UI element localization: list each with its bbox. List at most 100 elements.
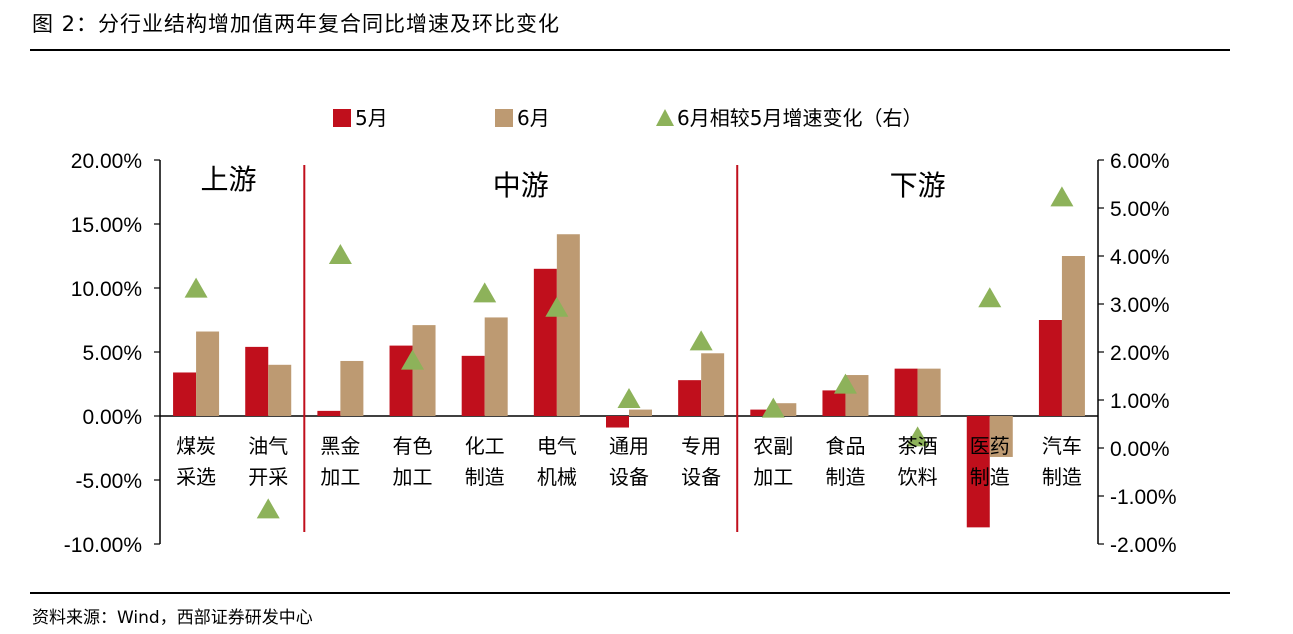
section-label: 下游: [890, 169, 946, 202]
marker-change: [1050, 186, 1074, 207]
bar-may: [245, 346, 269, 416]
legend-swatch-may: [333, 109, 351, 127]
category-label-line: 黑金: [320, 434, 360, 458]
bar-june: [989, 416, 1013, 457]
bar-may: [173, 372, 197, 416]
category-labels: 煤炭采选油气开采黑金加工有色加工化工制造电气机械通用设备专用设备农副加工食品制造…: [176, 434, 1082, 489]
bar-june: [340, 360, 364, 416]
bar-may: [678, 380, 702, 416]
category-label: 农副加工: [753, 434, 793, 489]
bar-may: [966, 416, 990, 528]
category-label-line: 油气: [248, 434, 288, 458]
bar-may: [533, 268, 557, 416]
bar-june: [196, 331, 220, 416]
bottom-rule: [30, 592, 1230, 594]
marker-change: [689, 330, 713, 351]
marker-change: [617, 388, 641, 408]
section-label: 上游: [201, 163, 257, 196]
category-label-line: 农副: [753, 434, 793, 458]
left-axis-tick-label: 10.00%: [71, 278, 142, 301]
bar-june: [1061, 256, 1085, 416]
category-label: 油气开采: [248, 434, 288, 489]
category-label: 化工制造: [465, 434, 505, 489]
right-axis-tick-label: 3.00%: [1110, 294, 1170, 317]
category-label: 通用设备: [609, 434, 649, 489]
markers-group: [184, 186, 1074, 519]
left-axis-tick-label: -5.00%: [75, 470, 142, 493]
category-label-line: 制造: [1042, 465, 1082, 489]
right-axis-tick-label: -1.00%: [1110, 486, 1177, 509]
marker-change: [906, 426, 930, 447]
right-axis-tick-label: -2.00%: [1110, 534, 1177, 557]
section-label: 中游: [493, 169, 549, 202]
bar-may: [606, 416, 629, 428]
bar-june: [484, 317, 508, 416]
bar-may: [822, 390, 846, 416]
category-label-line: 加工: [393, 465, 433, 489]
right-axis-tick-label: 5.00%: [1110, 198, 1170, 221]
bar-may: [461, 355, 485, 416]
left-axis-tick-label: 20.00%: [71, 150, 142, 173]
category-label-line: 茶酒: [898, 434, 938, 458]
marker-change: [761, 397, 785, 418]
bar-june: [701, 353, 725, 416]
category-label-line: 制造: [465, 465, 505, 489]
category-label-line: 设备: [609, 465, 649, 489]
category-label: 黑金加工: [320, 434, 360, 489]
category-label-line: 机械: [537, 465, 577, 489]
category-label-line: 专用: [681, 434, 721, 458]
left-axis-tick-label: 5.00%: [82, 342, 142, 365]
top-rule: [30, 49, 1230, 51]
category-label: 电气机械: [537, 434, 577, 489]
category-label: 医药制造: [970, 434, 1010, 489]
category-label-line: 有色: [393, 434, 433, 458]
category-label-line: 采选: [176, 465, 216, 489]
bar-june: [629, 409, 652, 416]
left-axis-tick-label: -10.00%: [64, 534, 142, 557]
figure-title: 图 2：分行业结构增加值两年复合同比增速及环比变化: [32, 12, 561, 36]
source-note: 资料来源：Wind，西部证券研发中心: [32, 608, 313, 628]
category-label: 有色加工: [393, 434, 433, 489]
category-label-line: 制造: [825, 465, 865, 489]
marker-change: [545, 296, 569, 317]
right-axis-tick-label: 6.00%: [1110, 150, 1170, 173]
legend: 5月 6月 6月相较5月增速变化（右）: [333, 106, 922, 130]
category-label-line: 食品: [825, 434, 865, 458]
category-label-line: 医药: [970, 434, 1010, 458]
marker-change: [328, 244, 352, 264]
category-label: 汽车制造: [1042, 434, 1082, 489]
bar-may: [1038, 320, 1062, 416]
category-label-line: 加工: [753, 465, 793, 489]
left-axis-tick-label: 15.00%: [71, 214, 142, 237]
left-axis-tick-label: 0.00%: [82, 406, 142, 429]
category-label-line: 化工: [465, 434, 505, 458]
right-axis-tick-label: 0.00%: [1110, 438, 1170, 461]
marker-change: [833, 373, 857, 394]
category-label-line: 汽车: [1042, 434, 1082, 458]
category-label-line: 加工: [320, 465, 360, 489]
category-label-line: 电气: [537, 434, 577, 458]
right-axis-tick-label: 1.00%: [1110, 390, 1170, 413]
bar-may: [317, 410, 341, 416]
bar-may: [894, 368, 918, 416]
marker-change: [473, 282, 497, 303]
marker-change: [978, 287, 1002, 308]
marker-change: [401, 349, 425, 370]
category-label-line: 设备: [681, 465, 721, 489]
right-axis-tick-label: 4.00%: [1110, 246, 1170, 269]
category-label: 专用设备: [681, 434, 721, 489]
bar-june: [917, 368, 941, 416]
category-label-line: 开采: [248, 465, 288, 489]
legend-label-change: 6月相较5月增速变化（右）: [677, 106, 922, 130]
category-label-line: 制造: [970, 465, 1010, 489]
legend-label-may: 5月: [355, 106, 388, 130]
axes-group: 20.00% 15.00% 10.00% 5.00% 0.00% -5.00% -10.00…: [64, 150, 1177, 557]
legend-swatch-june: [495, 109, 513, 127]
category-label: 食品制造: [825, 434, 865, 489]
legend-swatch-change: [656, 109, 674, 126]
category-label: 煤炭采选: [176, 434, 216, 489]
right-axis-tick-label: 2.00%: [1110, 342, 1170, 365]
category-label-line: 通用: [609, 434, 649, 458]
marker-change: [184, 277, 208, 298]
